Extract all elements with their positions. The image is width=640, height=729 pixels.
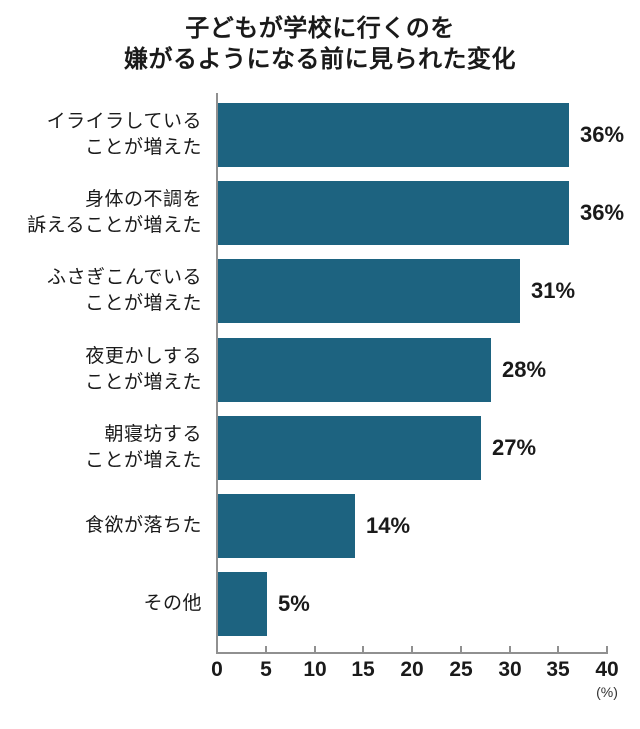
category-label: 夜更かしする ことが増えた <box>0 338 202 402</box>
category-label-line: ふさぎこんでいる <box>46 267 202 288</box>
category-label-line: ことが増えた <box>84 372 202 393</box>
category-label-line: 訴えることが増えた <box>27 215 202 236</box>
x-tick-label: 40 <box>595 658 619 681</box>
chart-title: 子どもが学校に行くのを 嫌がるようになる前に見られた変化 <box>0 13 640 75</box>
x-tick-label: 30 <box>498 658 522 681</box>
x-tick-mark <box>411 646 413 652</box>
bar <box>218 181 569 245</box>
x-tick-label: 0 <box>211 658 223 681</box>
x-tick-mark <box>362 646 364 652</box>
x-tick-mark <box>509 646 511 652</box>
value-label: 31% <box>531 278 576 303</box>
category-label: 朝寝坊することが増えた <box>0 416 202 480</box>
value-label: 36% <box>580 200 625 225</box>
x-tick-mark <box>557 646 559 652</box>
bar <box>218 572 267 636</box>
y-axis-line <box>216 93 218 654</box>
x-tick-label: 25 <box>449 658 473 681</box>
x-tick-mark <box>314 646 316 652</box>
value-label: 36% <box>580 122 625 147</box>
chart-title-line2: 嫌がるようになる前に見られた変化 <box>124 46 516 73</box>
x-tick-label: 35 <box>546 658 570 681</box>
category-label: イライラしていることが増えた <box>0 103 202 167</box>
value-label: 27% <box>492 435 537 460</box>
category-label-line: ことが増えた <box>84 137 202 158</box>
bar <box>218 259 520 323</box>
category-label-line: 身体の不調を <box>84 189 202 210</box>
x-tick-label: 10 <box>303 658 327 681</box>
x-tick-mark <box>265 646 267 652</box>
category-label-line: イライラしている <box>46 111 202 132</box>
x-tick-label: 15 <box>351 658 375 681</box>
category-label-line: ことが増えた <box>84 450 202 471</box>
x-tick-label: 5 <box>260 658 272 681</box>
category-label: ふさぎこんでいることが増えた <box>0 259 202 323</box>
category-label-line: その他 <box>143 593 202 614</box>
x-tick-label: 20 <box>400 658 424 681</box>
value-label: 28% <box>502 357 547 382</box>
category-label: 食欲が落ちた <box>0 494 202 558</box>
axis-unit-label: (%) <box>596 684 618 700</box>
bar <box>218 494 355 558</box>
value-label: 5% <box>278 591 310 616</box>
x-tick-mark <box>216 646 218 652</box>
category-label: その他 <box>0 572 202 636</box>
bar <box>218 103 569 167</box>
x-tick-mark <box>460 646 462 652</box>
x-tick-mark <box>606 646 608 652</box>
category-label-line: 朝寝坊する <box>104 424 202 445</box>
value-label: 14% <box>366 513 411 538</box>
category-label-line: 食欲が落ちた <box>84 515 202 536</box>
category-label-line: 夜更かしする <box>85 346 202 367</box>
bar <box>218 338 491 402</box>
category-label: 身体の不調を訴えることが増えた <box>0 181 202 245</box>
chart-title-line1: 子どもが学校に行くのを <box>185 15 455 42</box>
bar <box>218 416 481 480</box>
category-label-line: ことが増えた <box>84 293 202 314</box>
x-axis-line <box>216 652 608 654</box>
